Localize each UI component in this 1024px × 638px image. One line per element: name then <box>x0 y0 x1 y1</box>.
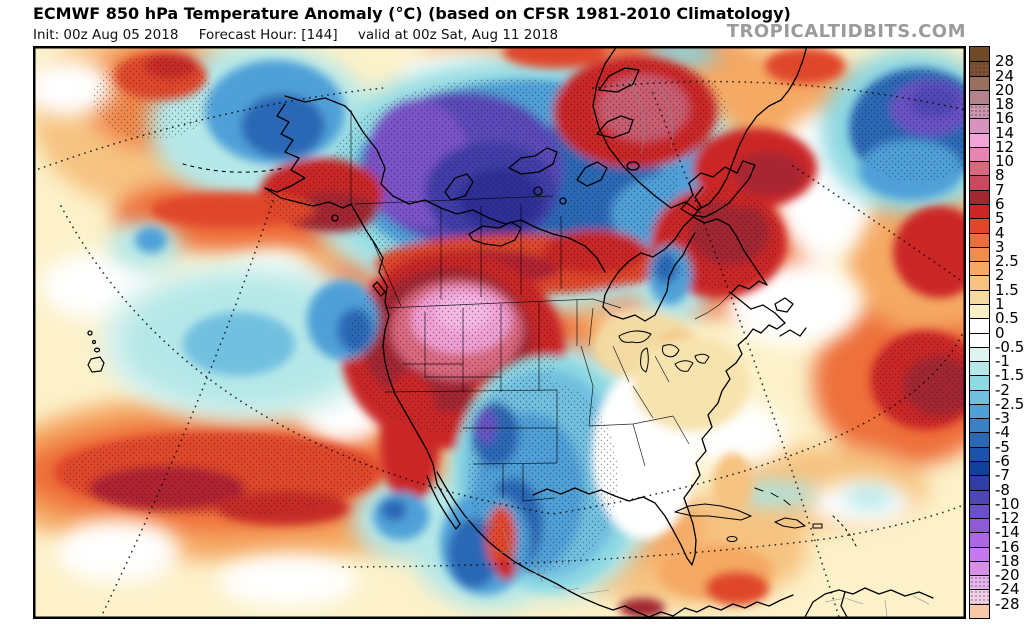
colorbar-tick-label: -16 <box>995 537 1020 556</box>
colorbar-cell <box>970 161 989 176</box>
colorbar-cell <box>970 189 989 205</box>
init-time: Init: 00z Aug 05 2018 <box>33 27 179 43</box>
forecast-hour: Forecast Hour: [144] <box>198 27 338 43</box>
colorbar-tick-label: 7 <box>995 180 1005 199</box>
colorbar-cell <box>970 132 989 147</box>
map-border <box>33 46 966 619</box>
colorbar-tick-label: 2.5 <box>995 252 1019 271</box>
colorbar-cell <box>970 332 989 347</box>
colorbar-tick-label: -6 <box>995 451 1010 470</box>
colorbar-cell <box>970 460 989 476</box>
colorbar-tick-label: 12 <box>995 137 1015 156</box>
colorbar-tick-label: -7 <box>995 466 1010 485</box>
colorbar-cell <box>970 61 989 76</box>
colorbar-cell <box>970 318 989 333</box>
colorbar-cell <box>970 218 989 233</box>
watermark-tropicaltidbits: TROPICALTIDBITS.COM <box>726 21 966 42</box>
colorbar-cell <box>970 489 989 504</box>
colorbar-tick-label: -1 <box>995 352 1010 371</box>
colorbar-cell <box>970 175 989 190</box>
colorbar-cell <box>970 289 989 304</box>
colorbar-cell <box>970 303 989 319</box>
colorbar-tick-label: -8 <box>995 480 1010 499</box>
colorbar-tick-label: -4 <box>995 423 1010 442</box>
colorbar-tick-label: 1.5 <box>995 280 1019 299</box>
colorbar-cell <box>970 375 989 390</box>
colorbar-tick-label: 6 <box>995 195 1005 214</box>
colorbar-cell <box>970 89 989 105</box>
colorbar-tick-label: 10 <box>995 152 1015 171</box>
colorbar-tick-label: -20 <box>995 566 1020 585</box>
colorbar-tick-label: 3 <box>995 237 1005 256</box>
gray-borders <box>464 79 930 618</box>
stipple-overlay <box>63 56 983 571</box>
anomaly-map <box>0 18 1006 619</box>
valid-time: valid at 00z Sat, Aug 11 2018 <box>357 27 559 43</box>
colorbar-tick-label: 8 <box>995 166 1005 185</box>
colorbar-cell <box>970 361 989 376</box>
colorbar-cell <box>970 204 989 219</box>
colorbar-cell <box>970 532 989 547</box>
colorbar-tick-label: -10 <box>995 494 1020 513</box>
colorbar-cell <box>970 432 989 447</box>
colorbar-cell <box>970 546 989 561</box>
colorbar-cell <box>970 389 989 404</box>
colorbar <box>969 46 990 619</box>
colorbar-tick-label: 14 <box>995 123 1015 142</box>
colorbar-cell <box>970 603 989 618</box>
colorbar-tick-label: 0.5 <box>995 309 1019 328</box>
colorbar-tick-label: 1 <box>995 294 1005 313</box>
run-info-line: Init: 00z Aug 05 2018 Forecast Hour: [14… <box>33 27 574 43</box>
colorbar-tick-label: -3 <box>995 409 1010 428</box>
colorbar-tick-label: -0.5 <box>995 337 1024 356</box>
colorbar-cell <box>970 232 989 247</box>
graticule-lines <box>32 80 967 618</box>
colorbar-cell <box>970 475 989 490</box>
colorbar-cell <box>970 403 989 419</box>
colorbar-tick-label: -14 <box>995 523 1020 542</box>
page-title: ECMWF 850 hPa Temperature Anomaly (°C) (… <box>33 4 791 23</box>
colorbar-cell <box>970 589 989 604</box>
colorbar-cell <box>970 261 989 276</box>
colorbar-tick-label: -2 <box>995 380 1010 399</box>
colorbar-cell <box>970 246 989 262</box>
map-graphic <box>0 18 1006 619</box>
colorbar-cell <box>970 418 989 433</box>
colorbar-cell <box>970 118 989 133</box>
colorbar-tick-label: -28 <box>995 594 1020 613</box>
colorbar-cell <box>970 346 989 362</box>
colorbar-cell <box>970 503 989 519</box>
colorbar-tick-label: 0 <box>995 323 1005 342</box>
colorbar-tick-label: -18 <box>995 551 1020 570</box>
colorbar-cell <box>970 47 989 62</box>
colorbar-tick-label: 20 <box>995 80 1015 99</box>
colorbar-tick-label: 24 <box>995 66 1015 85</box>
colorbar-tick-label: -1.5 <box>995 366 1024 385</box>
colorbar-cell <box>970 446 989 461</box>
state-borders <box>350 110 732 502</box>
colorbar-tick-label: 28 <box>995 52 1015 71</box>
colorbar-cell <box>970 518 989 533</box>
colorbar-tick-label: -24 <box>995 580 1020 599</box>
colorbar-tick-label: 5 <box>995 209 1005 228</box>
colorbar-tick-label: 4 <box>995 223 1005 242</box>
colorbar-cell <box>970 575 989 590</box>
colorbar-tick-label: -2.5 <box>995 394 1024 413</box>
colorbar-cell <box>970 146 989 162</box>
colorbar-cell <box>970 275 989 290</box>
colorbar-cell <box>970 104 989 119</box>
colorbar-tick-label: 2 <box>995 266 1005 285</box>
colorbar-cell <box>970 75 989 90</box>
colorbar-tick-label: -5 <box>995 437 1010 456</box>
colorbar-cell <box>970 560 989 576</box>
colorbar-tick-label: -12 <box>995 509 1020 528</box>
colorbar-tick-label: 16 <box>995 109 1015 128</box>
colorbar-tick-label: 18 <box>995 95 1015 114</box>
